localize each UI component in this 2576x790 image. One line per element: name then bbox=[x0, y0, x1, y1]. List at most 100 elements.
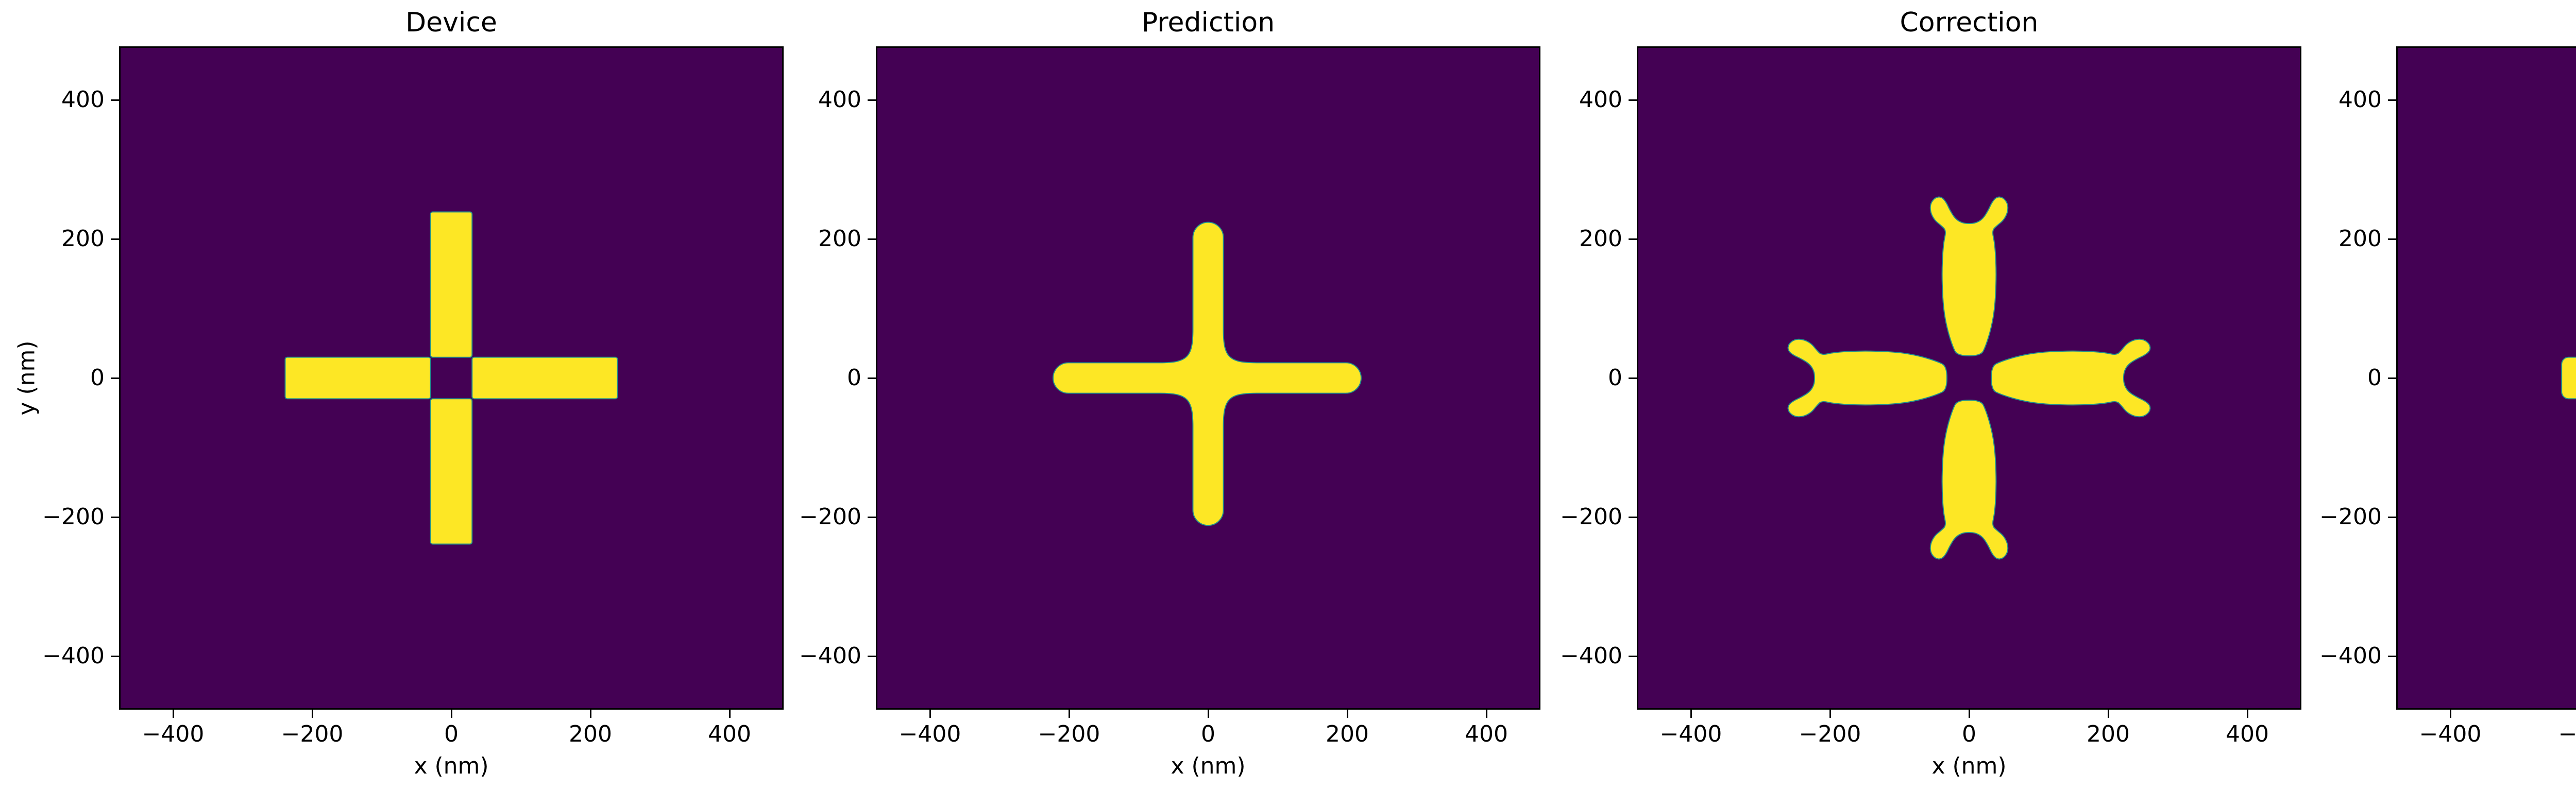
mask-arm-lobed bbox=[1991, 338, 2151, 418]
y-tick-label: 200 bbox=[1579, 226, 1622, 252]
y-tick-label: 0 bbox=[847, 365, 861, 391]
y-axis-label: y (nm) bbox=[13, 340, 40, 416]
mask-arm bbox=[471, 356, 618, 400]
mask-arm bbox=[2561, 356, 2576, 400]
y-tick-mark bbox=[868, 516, 876, 518]
x-tick-label: −400 bbox=[1659, 721, 1722, 747]
mask-arm bbox=[430, 211, 473, 358]
x-tick-mark bbox=[1968, 710, 1970, 718]
y-tick-mark bbox=[868, 377, 876, 379]
y-tick-label: −400 bbox=[799, 643, 861, 669]
y-tick-mark bbox=[111, 238, 119, 240]
subplot-title-outcome: Outcome bbox=[2396, 8, 2576, 37]
axes-device bbox=[119, 46, 784, 710]
x-tick-mark bbox=[172, 710, 174, 718]
mask-arm-lobed bbox=[1787, 338, 1947, 418]
x-tick-label: 0 bbox=[444, 721, 459, 747]
x-tick-mark bbox=[2449, 710, 2451, 718]
y-tick-mark bbox=[2388, 516, 2396, 518]
y-tick-label: 400 bbox=[61, 87, 105, 113]
mask-arm bbox=[284, 356, 431, 400]
x-tick-mark bbox=[1068, 710, 1070, 718]
x-tick-mark bbox=[311, 710, 313, 718]
axes-prediction bbox=[876, 46, 1540, 710]
x-tick-mark bbox=[1207, 710, 1209, 718]
x-axis-label-prediction: x (nm) bbox=[1171, 753, 1246, 779]
x-tick-mark bbox=[1690, 710, 1692, 718]
x-tick-label: 0 bbox=[1201, 721, 1215, 747]
x-axis-label-outcome: x (nm) bbox=[2396, 753, 2576, 779]
mask-arm-lobed bbox=[1929, 400, 2009, 560]
x-tick-mark bbox=[2107, 710, 2109, 718]
y-tick-mark bbox=[868, 99, 876, 101]
x-tick-label: 0 bbox=[1962, 721, 1976, 747]
x-tick-mark bbox=[2246, 710, 2248, 718]
y-tick-label: −400 bbox=[1560, 643, 1622, 669]
x-tick-mark bbox=[450, 710, 452, 718]
x-axis-label-correction: x (nm) bbox=[1931, 753, 2007, 779]
y-tick-mark bbox=[1629, 655, 1637, 657]
x-tick-label: 200 bbox=[2087, 721, 2130, 747]
x-tick-mark bbox=[1485, 710, 1487, 718]
y-tick-label: −200 bbox=[799, 504, 861, 530]
subplot-title-device: Device bbox=[405, 7, 497, 38]
plot-area-outcome bbox=[2561, 356, 2576, 400]
x-tick-label: 400 bbox=[708, 721, 751, 747]
y-tick-label: −400 bbox=[2319, 643, 2382, 669]
subplot-title-prediction: Prediction bbox=[1141, 7, 1275, 38]
plot-area-correction bbox=[1787, 196, 2151, 560]
y-tick-label: 200 bbox=[2338, 226, 2382, 252]
mask-arm bbox=[430, 398, 473, 545]
y-tick-mark bbox=[868, 238, 876, 240]
y-tick-label: 0 bbox=[90, 365, 105, 391]
y-tick-label: −200 bbox=[2319, 504, 2382, 530]
y-tick-mark bbox=[2388, 238, 2396, 240]
y-tick-label: −400 bbox=[42, 643, 105, 669]
x-tick-label: 400 bbox=[1465, 721, 1508, 747]
plot-area-prediction bbox=[1053, 221, 1362, 526]
y-tick-label: 200 bbox=[818, 226, 861, 252]
x-tick-mark bbox=[728, 710, 731, 718]
y-tick-label: 200 bbox=[61, 226, 105, 252]
y-tick-mark bbox=[2388, 655, 2396, 657]
x-axis-label-device: x (nm) bbox=[414, 753, 489, 779]
x-tick-label: −200 bbox=[1799, 721, 1861, 747]
y-tick-label: 400 bbox=[818, 87, 861, 113]
plot-area-device bbox=[284, 211, 618, 545]
x-tick-label: 400 bbox=[2226, 721, 2269, 747]
x-tick-label: −200 bbox=[2558, 721, 2576, 747]
y-tick-mark bbox=[111, 516, 119, 518]
axes-correction bbox=[1637, 46, 2301, 710]
y-tick-mark bbox=[2388, 377, 2396, 379]
axes-outcome bbox=[2396, 46, 2576, 710]
y-tick-mark bbox=[111, 377, 119, 379]
x-tick-label: −200 bbox=[281, 721, 344, 747]
y-tick-mark bbox=[1629, 516, 1637, 518]
x-tick-label: −200 bbox=[1038, 721, 1100, 747]
y-tick-mark bbox=[2388, 99, 2396, 101]
y-tick-mark bbox=[1629, 377, 1637, 379]
x-tick-mark bbox=[1829, 710, 1831, 718]
x-tick-label: −400 bbox=[142, 721, 205, 747]
mask-cross bbox=[1053, 221, 1362, 526]
y-tick-label: 400 bbox=[2338, 87, 2382, 113]
y-tick-mark bbox=[111, 655, 119, 657]
x-tick-mark bbox=[589, 710, 591, 718]
y-tick-label: −200 bbox=[1560, 504, 1622, 530]
mask-arm-lobed bbox=[1929, 196, 2009, 356]
x-tick-label: −400 bbox=[2419, 721, 2482, 747]
y-tick-label: 0 bbox=[1608, 365, 1622, 391]
y-tick-label: −200 bbox=[42, 504, 105, 530]
y-tick-label: 0 bbox=[2367, 365, 2382, 391]
y-tick-mark bbox=[1629, 99, 1637, 101]
y-tick-mark bbox=[111, 99, 119, 101]
subplot-title-correction: Correction bbox=[1900, 7, 2039, 38]
y-tick-label: 400 bbox=[1579, 87, 1622, 113]
x-tick-label: −400 bbox=[899, 721, 961, 747]
x-tick-label: 200 bbox=[569, 721, 612, 747]
x-tick-mark bbox=[1346, 710, 1348, 718]
y-tick-mark bbox=[1629, 238, 1637, 240]
x-tick-mark bbox=[929, 710, 931, 718]
y-tick-mark bbox=[868, 655, 876, 657]
x-tick-label: 200 bbox=[1326, 721, 1369, 747]
